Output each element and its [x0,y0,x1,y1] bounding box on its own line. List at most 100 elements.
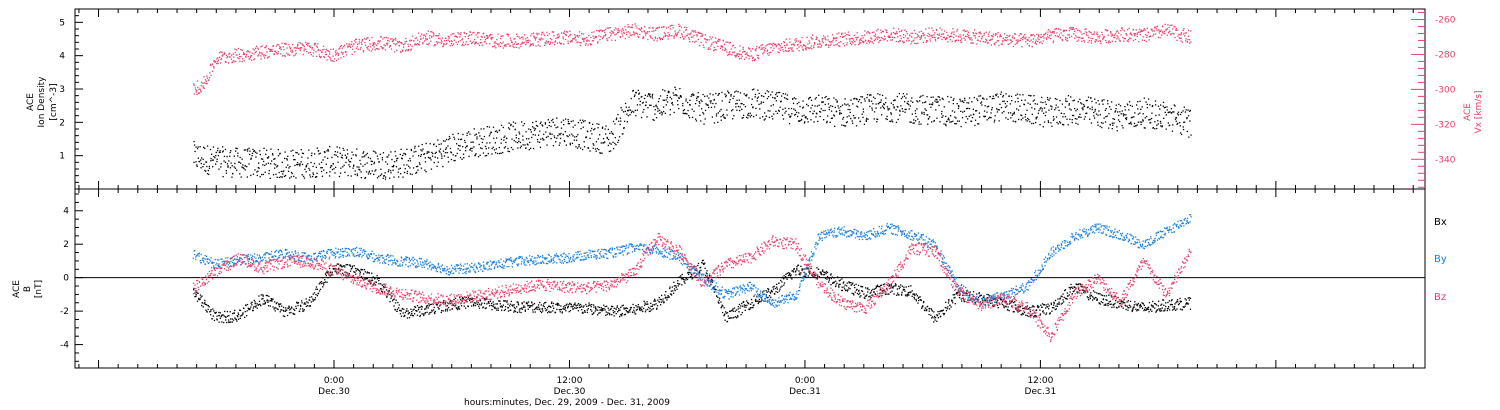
data-point [529,45,531,47]
data-point [404,315,406,317]
data-point [283,306,285,309]
data-point [991,35,993,37]
data-point [249,58,251,60]
data-point [968,115,970,117]
data-point [1008,95,1010,97]
data-point [459,40,461,42]
data-point [1156,124,1158,126]
data-point [263,54,265,56]
data-point [782,108,784,110]
data-point [234,309,236,312]
data-point [873,31,875,33]
data-point [519,147,522,149]
data-point [376,278,379,280]
data-point [1182,126,1184,128]
data-point [446,308,449,310]
data-point [781,43,783,45]
data-point [349,161,352,163]
data-point [747,112,750,115]
data-point [345,264,347,266]
data-point [523,123,526,125]
data-point [370,160,372,162]
data-point [339,47,341,49]
data-point [286,52,288,54]
data-point [920,37,922,39]
data-point [563,33,565,35]
data-point [371,277,373,279]
data-point [710,106,713,108]
data-point [622,29,625,31]
data-point [786,98,789,100]
data-point [224,52,226,54]
data-point [845,122,848,124]
data-point [237,57,239,59]
data-point [309,176,312,178]
data-point [706,39,708,41]
data-point [841,32,843,34]
data-point [727,90,729,92]
data-point [1024,99,1026,101]
data-point [503,147,506,149]
data-point [1161,34,1163,36]
data-point [464,139,466,142]
data-point [241,49,243,51]
data-point [836,100,838,102]
data-point [200,90,202,92]
data-point [260,294,262,296]
data-point [465,41,467,43]
data-point [278,47,281,50]
data-point [589,44,592,46]
data-point [1111,128,1113,130]
data-point [447,145,449,147]
data-point [795,113,797,116]
data-point [1101,31,1103,34]
data-point [339,172,342,174]
data-point [414,306,417,308]
data-point [1047,31,1049,33]
data-point [666,101,669,103]
data-point [450,152,453,154]
data-point [465,33,468,35]
data-point [514,307,516,310]
data-point [419,311,421,313]
data-point [270,163,272,165]
data-point [599,134,601,136]
data-point [236,314,238,317]
data-point [543,133,545,135]
data-point [469,31,471,33]
data-point [414,306,416,308]
data-point [775,93,777,96]
data-point [741,55,743,57]
data-point [329,58,332,60]
density-label-line2: Ion Density [37,76,47,128]
data-point [360,171,362,173]
data-point [755,114,757,116]
data-point [1019,94,1021,96]
data-point [355,154,357,156]
data-point [403,308,405,310]
data-point [575,146,577,148]
data-point [791,113,793,115]
data-point [741,108,743,110]
top-panel-frame [74,8,1426,190]
data-point [443,43,445,45]
data-point [842,35,844,38]
data-point [411,314,413,317]
data-point [1068,29,1071,32]
data-point [638,98,640,100]
data-point [968,36,970,39]
data-point [1128,122,1130,125]
data-point [213,155,215,158]
data-point [440,143,442,145]
data-point [395,39,397,41]
data-point [822,109,824,112]
data-point [976,98,978,100]
data-point [856,37,858,39]
data-point [893,107,895,109]
data-point [697,32,699,34]
data-point [1185,109,1187,111]
data-point [698,105,700,107]
data-point [844,103,846,105]
data-point [1044,114,1046,117]
data-point [484,155,486,157]
